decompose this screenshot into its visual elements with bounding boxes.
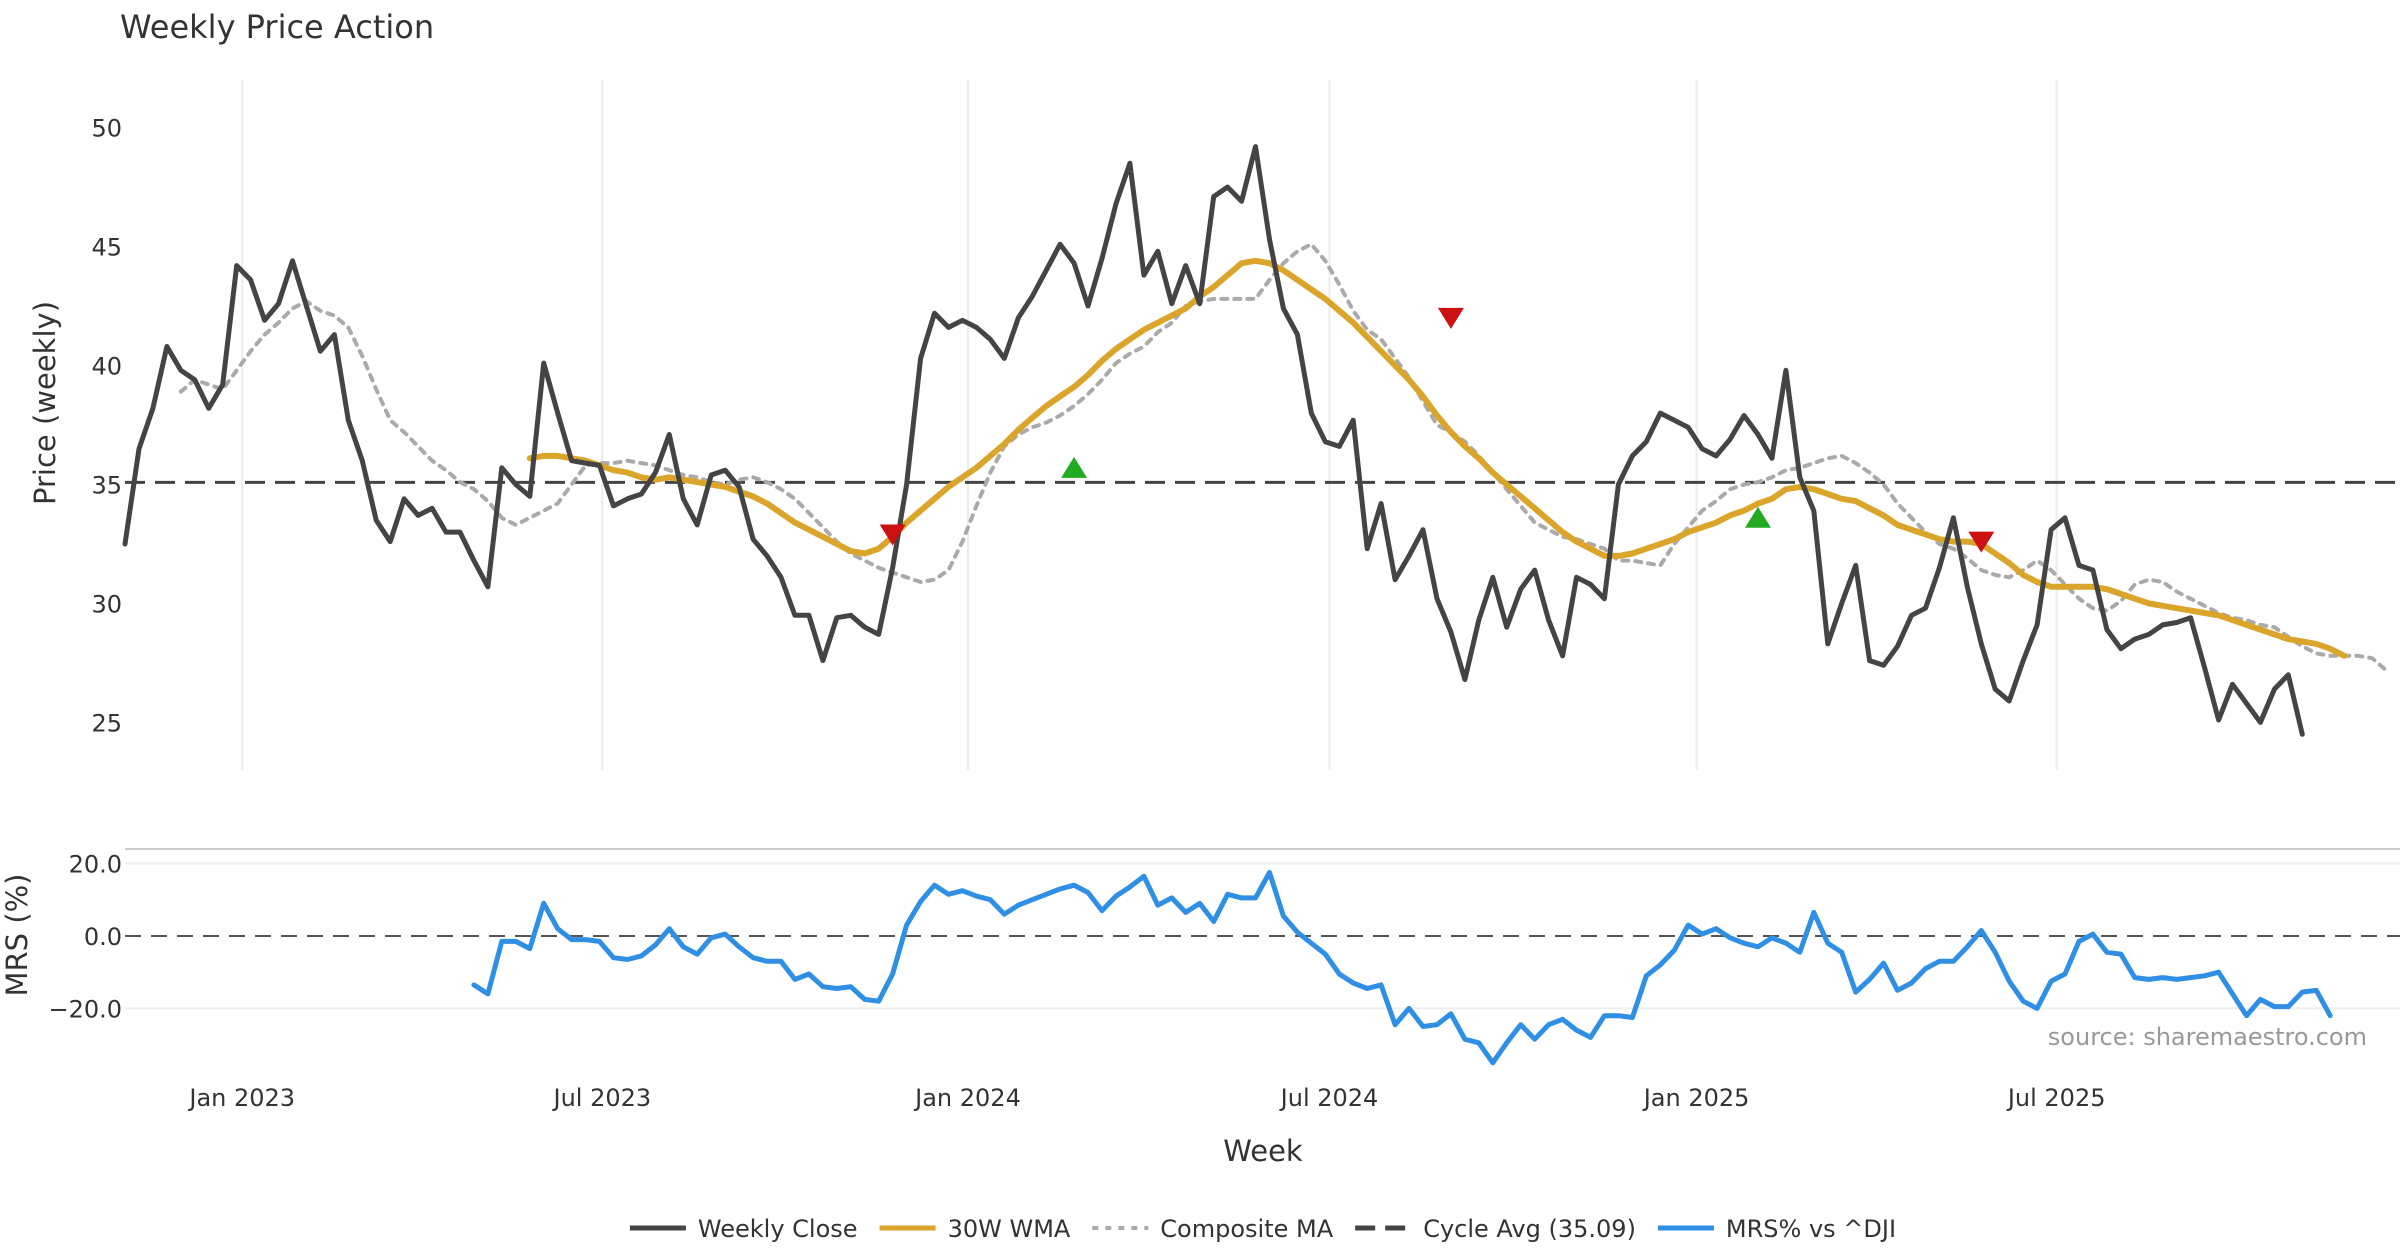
price-y-tick-label: 40 <box>91 353 122 381</box>
price-y-tick-label: 30 <box>91 590 122 618</box>
x-tick-label: Jan 2023 <box>187 1084 295 1112</box>
legend-item: Cycle Avg (35.09) <box>1355 1215 1636 1243</box>
legend-label: 30W WMA <box>948 1215 1071 1243</box>
sell-signal-marker <box>1437 307 1464 329</box>
x-tick-label: Jul 2024 <box>1279 1084 1379 1112</box>
sell-signal-marker <box>1968 531 1995 553</box>
x-axis-ticks: Jan 2023 Jul 2023 Jan 2024 Jul 2024 Jan 2025… <box>187 1084 2105 1112</box>
legend-label: MRS% vs ^DJI <box>1726 1215 1896 1243</box>
price-series <box>122 144 2388 737</box>
price-y-tick-label: 25 <box>91 709 122 737</box>
mrs-grid <box>125 862 2400 1010</box>
source-label: source: sharemaestro.com <box>2048 1023 2367 1051</box>
legend-label: Cycle Avg (35.09) <box>1423 1215 1636 1243</box>
x-axis-label: Week <box>1223 1134 1303 1168</box>
chart-title: Weekly Price Action <box>120 8 434 46</box>
price-y-axis-ticks: 25 30 35 40 45 50 <box>91 115 122 738</box>
legend-item: Weekly Close <box>629 1215 858 1243</box>
legend-item: MRS% vs ^DJI <box>1657 1215 1896 1243</box>
series-weekly-close <box>122 144 2305 737</box>
legend-item: 30W WMA <box>879 1215 1071 1243</box>
legend-label: Composite MA <box>1160 1215 1333 1243</box>
sell-signal-marker <box>879 524 906 546</box>
buy-signal-marker <box>1061 456 1088 478</box>
legend-label: Weekly Close <box>698 1215 858 1243</box>
x-tick-label: Jul 2023 <box>551 1084 651 1112</box>
mrs-y-tick-label: −20.0 <box>48 995 122 1023</box>
x-tick-label: Jul 2025 <box>2006 1084 2106 1112</box>
x-tick-label: Jan 2025 <box>1642 1084 1750 1112</box>
mrs-y-axis-label: MRS (%) <box>0 874 34 997</box>
mrs-y-tick-label: 20.0 <box>69 850 122 878</box>
price-y-tick-label: 45 <box>91 234 122 262</box>
legend: Weekly Close 30W WMA Composite MA Cycle Avg… <box>629 1215 1896 1243</box>
price-y-tick-label: 35 <box>91 471 122 499</box>
price-y-axis-label: Price (weekly) <box>28 301 62 505</box>
x-tick-label: Jan 2024 <box>913 1084 1021 1112</box>
mrs-y-axis-ticks: 20.0 0.0 −20.0 <box>48 850 122 1023</box>
buy-signal-marker <box>1744 506 1771 528</box>
signal-markers <box>879 307 1995 553</box>
price-y-tick-label: 50 <box>91 115 122 143</box>
mrs-y-tick-label: 0.0 <box>84 923 122 951</box>
price-grid <box>241 80 2058 770</box>
series-mrs-vs-dji <box>471 870 2333 1066</box>
mrs-series <box>471 870 2333 1066</box>
legend-item: Composite MA <box>1092 1215 1334 1243</box>
